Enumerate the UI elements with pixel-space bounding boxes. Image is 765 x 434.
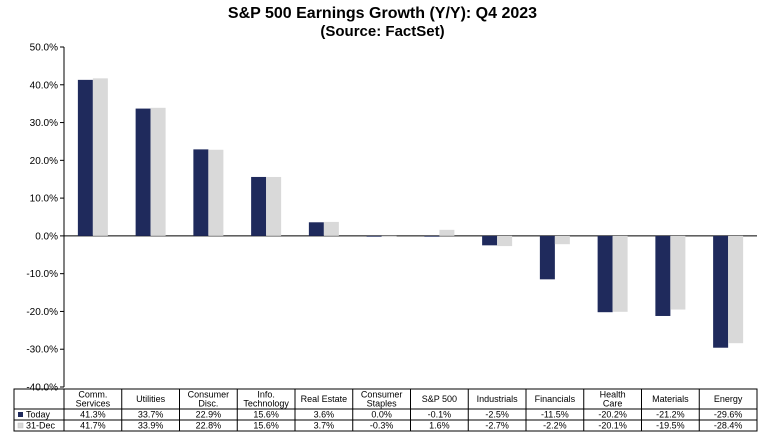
y-tick-label: 40.0% <box>30 80 58 91</box>
bar-31-dec <box>439 229 455 236</box>
bar-today <box>482 235 498 246</box>
data-label: 33.9% <box>138 421 164 431</box>
category-label: Health <box>600 390 626 400</box>
bar-today <box>308 222 324 236</box>
data-label: -20.2% <box>598 410 627 420</box>
y-tick-label: -30.0% <box>26 345 58 356</box>
category-label: Technology <box>243 399 289 409</box>
category-label: Real Estate <box>301 394 348 404</box>
data-label: -0.1% <box>428 410 452 420</box>
bar-today <box>597 235 613 313</box>
category-label: Utilities <box>136 394 166 404</box>
data-label: 41.3% <box>80 410 106 420</box>
category-label: Financials <box>535 394 576 404</box>
data-label: 15.6% <box>253 410 279 420</box>
data-label: 3.7% <box>314 421 335 431</box>
bar-today <box>713 235 729 348</box>
data-label: 0.0% <box>371 410 392 420</box>
category-label: Energy <box>714 394 743 404</box>
legend-key-31-dec <box>17 422 24 429</box>
bar-31-dec <box>150 107 166 236</box>
category-label: Materials <box>652 394 689 404</box>
category-label: Care <box>603 399 623 409</box>
y-tick-label: 20.0% <box>30 156 58 167</box>
data-label: 41.7% <box>80 421 106 431</box>
category-label: S&P 500 <box>422 394 457 404</box>
category-label: Staples <box>367 399 398 409</box>
data-label: 22.8% <box>196 421 222 431</box>
y-tick-label: 30.0% <box>30 118 58 129</box>
legend-key-today <box>18 412 23 417</box>
bar-31-dec <box>208 149 224 236</box>
category-label: Services <box>76 399 111 409</box>
y-tick-label: -20.0% <box>26 307 58 318</box>
y-tick-label: 0.0% <box>35 231 58 242</box>
data-label: -20.1% <box>598 421 627 431</box>
bar-31-dec <box>323 221 339 236</box>
data-label: -2.7% <box>485 421 509 431</box>
category-label: Info. <box>257 390 275 400</box>
data-label: -28.4% <box>714 421 743 431</box>
bar-31-dec <box>728 235 744 344</box>
data-label: -0.3% <box>370 421 394 431</box>
bar-31-dec <box>266 176 282 236</box>
bar-today <box>251 176 267 236</box>
y-tick-label: 50.0% <box>30 43 58 54</box>
legend-label: 31-Dec <box>26 421 56 431</box>
category-label: Consumer <box>188 390 230 400</box>
bar-31-dec <box>497 235 513 247</box>
bar-31-dec <box>381 235 397 238</box>
data-label: 3.6% <box>314 410 335 420</box>
data-label: 15.6% <box>253 421 279 431</box>
data-label: -21.2% <box>656 410 685 420</box>
bar-31-dec <box>670 235 686 310</box>
data-label: -2.2% <box>543 421 567 431</box>
y-tick-label: -10.0% <box>26 269 58 280</box>
data-label: 22.9% <box>196 410 222 420</box>
bar-today <box>193 149 209 236</box>
bar-today <box>539 235 555 280</box>
bar-today <box>135 108 151 236</box>
bar-31-dec <box>554 235 570 245</box>
y-tick-label: -40.0% <box>26 383 58 394</box>
bar-today <box>424 235 440 237</box>
data-label: -19.5% <box>656 421 685 431</box>
data-label: 1.6% <box>429 421 450 431</box>
data-label: -11.5% <box>541 410 569 420</box>
chart-subtitle: (Source: FactSet) <box>320 23 445 40</box>
category-label: Consumer <box>361 390 403 400</box>
data-label: -2.5% <box>485 410 509 420</box>
bar-31-dec <box>612 235 628 312</box>
bar-today <box>655 235 671 316</box>
category-label: Disc. <box>198 399 218 409</box>
bar-today <box>77 79 93 236</box>
category-label: Comm. <box>78 390 107 400</box>
data-label: 33.7% <box>138 410 164 420</box>
bar-31-dec <box>92 78 108 236</box>
chart-title: S&P 500 Earnings Growth (Y/Y): Q4 2023 <box>227 5 538 22</box>
category-label: Industrials <box>477 394 519 404</box>
y-tick-label: 10.0% <box>30 194 58 205</box>
bar-today <box>366 235 382 237</box>
legend-label: Today <box>26 410 51 420</box>
data-label: -29.6% <box>714 410 743 420</box>
